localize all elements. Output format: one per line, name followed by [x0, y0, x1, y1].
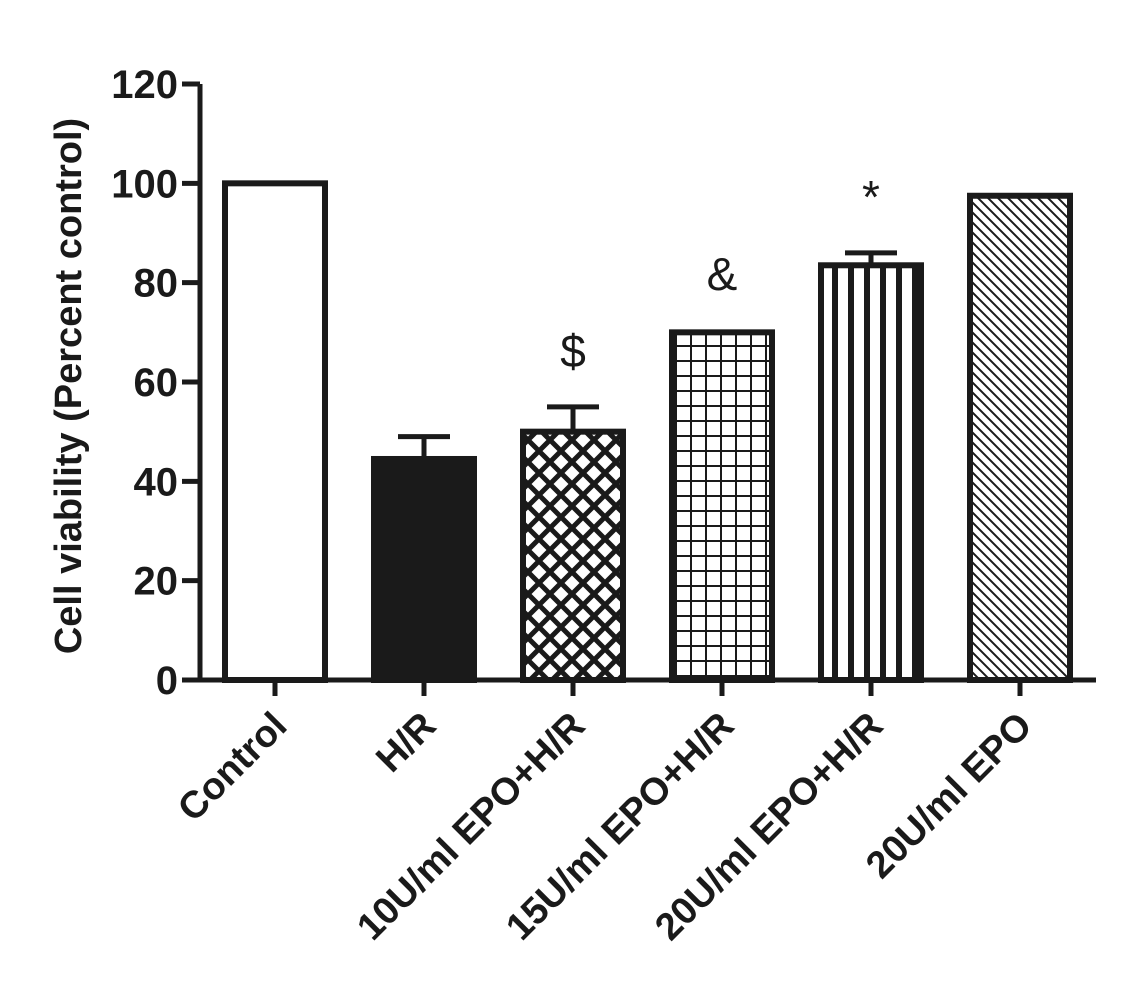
bar-2 [371, 455, 477, 683]
y-axis-title: Cell viability (Percent control) [48, 118, 90, 654]
bars [222, 180, 1073, 683]
y-tick-label: 0 [156, 659, 178, 703]
y-tick-label: 40 [134, 460, 179, 504]
y-tick-label: 80 [134, 262, 179, 306]
significance-marker: & [707, 248, 738, 300]
significance-marker: * [862, 171, 880, 223]
bar-5 [818, 262, 924, 683]
x-tick-label: Control [170, 705, 295, 830]
y-tick-label: 60 [134, 361, 179, 405]
significance-marker: $ [560, 325, 586, 377]
bar-6 [967, 192, 1073, 683]
x-tick-label: H/R [368, 705, 444, 781]
y-tick-label: 20 [134, 560, 179, 604]
y-tick-label: 100 [111, 162, 178, 206]
axes: 0 20 40 60 80 100 120 Cell viability (Percent c… [48, 63, 1096, 703]
bar-4 [669, 329, 775, 683]
bar-3 [520, 428, 626, 683]
y-tick-label: 120 [111, 63, 178, 107]
bar-1 [222, 180, 328, 683]
